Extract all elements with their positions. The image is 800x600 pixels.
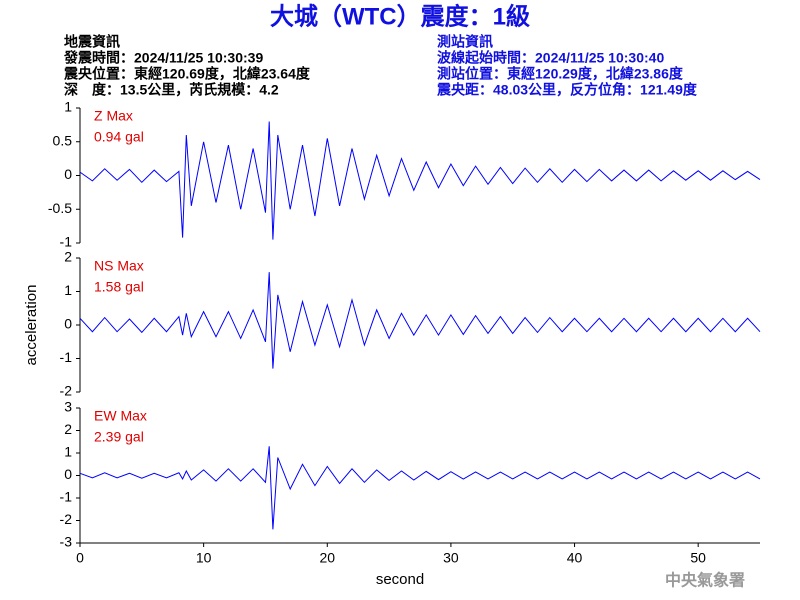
y-tick-label: 1 [64, 282, 72, 298]
max-label: 2.39 gal [94, 429, 144, 445]
y-tick-label: 3 [64, 399, 72, 415]
component-label: NS Max [94, 258, 144, 274]
component-label: EW Max [94, 408, 147, 424]
y-tick-label: 0 [64, 316, 72, 332]
info-line: 測站位置：東經120.29度，北緯23.86度 [437, 66, 684, 82]
x-tick-label: 40 [567, 550, 583, 566]
waveform [79, 121, 761, 240]
station-info: 測站資訊 波線起始時間：2024/11/25 10:30:40 測站位置：東經1… [436, 34, 698, 98]
y-axis-label: acceleration [23, 285, 40, 366]
info-line: 深 度：13.5公里，芮氏規模：4.2 [64, 82, 279, 98]
x-tick-label: 50 [690, 550, 706, 566]
y-tick-label: -0.5 [48, 200, 72, 216]
title: 大城（WTC）震度：1級 [270, 2, 530, 30]
x-tick-label: 30 [443, 550, 459, 566]
y-tick-label: 1 [64, 444, 72, 460]
waveform [79, 272, 761, 369]
y-tick-label: 1 [64, 99, 72, 115]
y-tick-label: -3 [60, 534, 73, 550]
y-tick-label: -1 [60, 349, 73, 365]
y-tick-label: 2 [64, 421, 72, 437]
x-tick-label: 0 [76, 550, 84, 566]
info-line: 震央位置：東經120.69度，北緯23.64度 [63, 66, 311, 82]
waveform [79, 446, 761, 530]
y-tick-label: -1 [60, 234, 73, 250]
max-label: 1.58 gal [94, 279, 144, 295]
info-line: 測站資訊 [437, 34, 493, 50]
info-line: 波線起始時間：2024/11/25 10:30:40 [437, 50, 664, 66]
info-line: 地震資訊 [64, 34, 120, 50]
x-tick-label: 20 [319, 550, 335, 566]
x-tick-label: 10 [196, 550, 212, 566]
info-line: 震央距：48.03公里，反方位角：121.49度 [436, 82, 698, 98]
y-tick-label: -2 [60, 511, 73, 527]
footer: 中央氣象署 [665, 571, 745, 590]
event-info: 地震資訊 發震時間：2024/11/25 10:30:39 震央位置：東經120… [63, 34, 311, 98]
x-axis-label: second [376, 571, 424, 588]
y-tick-label: -1 [60, 489, 73, 505]
y-tick-label: 0 [64, 166, 72, 182]
y-tick-label: -2 [60, 383, 73, 399]
y-tick-label: 0 [64, 466, 72, 482]
info-line: 發震時間：2024/11/25 10:30:39 [63, 50, 263, 66]
y-tick-label: 2 [64, 249, 72, 265]
component-label: Z Max [94, 108, 133, 124]
y-tick-label: 0.5 [53, 132, 73, 148]
max-label: 0.94 gal [94, 129, 144, 145]
